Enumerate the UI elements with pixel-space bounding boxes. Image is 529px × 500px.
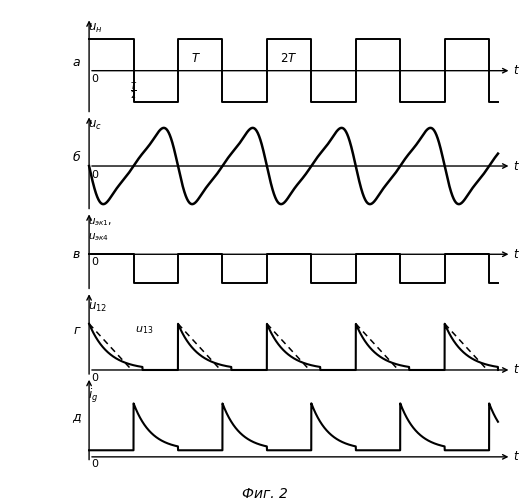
Text: в: в [73,248,80,261]
Text: $u_{12}$: $u_{12}$ [88,301,107,314]
Text: $t$: $t$ [513,64,520,77]
Text: $u_{13}$: $u_{13}$ [135,324,153,336]
Text: $\frac{T}{2}$: $\frac{T}{2}$ [130,80,137,102]
Text: 0: 0 [91,74,98,85]
Text: 0: 0 [91,170,98,179]
Text: $t$: $t$ [513,248,520,261]
Text: 0: 0 [91,459,98,469]
Text: $2T$: $2T$ [280,52,298,65]
Text: б: б [73,152,80,164]
Text: г: г [74,324,80,337]
Text: Фиг. 2: Фиг. 2 [242,486,287,500]
Text: $t$: $t$ [513,160,520,172]
Text: $t$: $t$ [513,364,520,376]
Text: $T$: $T$ [191,52,201,65]
Text: д: д [72,410,81,424]
Text: $u_{эк4}$: $u_{эк4}$ [88,230,110,242]
Text: 0: 0 [91,373,98,383]
Text: $u_н$: $u_н$ [88,22,103,35]
Text: $i_g$: $i_g$ [88,386,98,404]
Text: $u_c$: $u_c$ [88,118,102,132]
Text: $u_{эк1},$: $u_{эк1},$ [88,216,113,228]
Text: 0: 0 [91,257,98,267]
Text: $t$: $t$ [513,450,520,464]
Text: а: а [73,56,80,69]
